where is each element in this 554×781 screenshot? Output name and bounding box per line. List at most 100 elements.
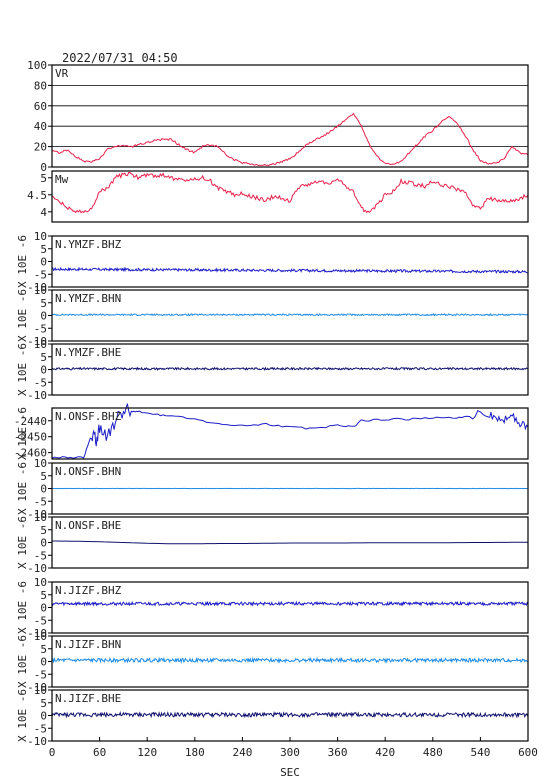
x-tick-label: 480: [423, 746, 443, 759]
y-unit-label: X 10E -6: [16, 581, 29, 634]
y-tick-label: -10: [27, 335, 47, 348]
series-line-n-onsf-bhz: [51, 403, 529, 459]
y-tick-label: 40: [34, 120, 47, 133]
panel-frame: [51, 581, 529, 634]
panel-title: N.YMZF.BHN: [55, 292, 121, 305]
series-line-n-ymzf-bhz: [51, 266, 528, 274]
panel-frame: [51, 64, 529, 168]
panel-title: N.JIZF.BHN: [55, 638, 121, 651]
y-unit-label: X 10E -6: [16, 516, 29, 569]
y-tick-label: 10: [34, 630, 47, 643]
y-tick-label: -10: [27, 681, 47, 694]
y-tick-label: 5: [40, 243, 47, 256]
panel-title: N.JIZF.BHZ: [55, 584, 122, 597]
y-tick-label: 0: [40, 256, 47, 269]
panel-frame: [51, 407, 529, 460]
y-tick-label: -5: [34, 722, 47, 735]
panel-title: N.JIZF.BHE: [55, 692, 121, 705]
x-tick-label: 180: [185, 746, 205, 759]
panel-n-onsf-bhz: -2440 -2450 -2460 N.ONSF.BHZ X 10E -6: [14, 403, 529, 460]
panel-mw: 4 4.5 5 Mw: [27, 170, 529, 223]
series-line-mw: [51, 172, 529, 214]
y-tick-label: -10: [27, 735, 47, 748]
panel-n-ymzf-bhz: -10-505 10 N.YMZF.BHZ X 10E -6: [16, 230, 529, 294]
series-line-n-jizf-bhe: [51, 710, 529, 719]
x-tick-label: 60: [93, 746, 106, 759]
panel-frame: [51, 462, 529, 515]
y-tick-label: 0: [40, 364, 47, 377]
y-tick-label: 5: [40, 470, 47, 483]
y-tick-label: 10: [34, 684, 47, 697]
y-tick-label: 5: [40, 697, 47, 710]
y-tick-label: 5: [40, 524, 47, 537]
panel-frame: [51, 235, 529, 288]
series-line-n-ymzf-bhe: [51, 366, 529, 371]
series-line-vr: [51, 112, 529, 167]
x-axis-label: SEC: [280, 766, 300, 779]
timestamp-header: 2022/07/31 04:50: [62, 51, 178, 65]
panel-frame: [51, 289, 529, 342]
y-tick-label: 0: [40, 537, 47, 550]
y-unit-label: X 10E -6: [16, 343, 29, 396]
y-tick-label: -5: [34, 549, 47, 562]
y-tick-label: 5: [40, 172, 47, 185]
y-tick-label: 20: [34, 141, 47, 154]
y-tick-label: -5: [34, 614, 47, 627]
panel-title: VR: [55, 67, 69, 80]
y-tick-label: 80: [34, 79, 47, 92]
y-tick-label: -5: [34, 668, 47, 681]
y-tick-label: 10: [34, 284, 47, 297]
y-unit-label: X 10E -6: [16, 235, 29, 288]
y-tick-label: 0: [40, 656, 47, 669]
panel-vr: 0 20 40 60 80 100 VR: [27, 59, 529, 174]
x-tick-label: 360: [328, 746, 348, 759]
panel-title: N.YMZF.BHZ: [55, 238, 122, 251]
y-tick-label: -2450: [14, 431, 47, 444]
y-tick-label: -5: [34, 322, 47, 335]
y-tick-label: -5: [34, 376, 47, 389]
series-line-n-ymzf-bhn: [51, 312, 529, 317]
y-tick-label: 0: [40, 602, 47, 615]
series-line-n-onsf-bhe: [52, 540, 529, 545]
y-tick-label: 5: [40, 351, 47, 364]
x-tick-label: 420: [375, 746, 395, 759]
y-unit-label: X 10E -6: [16, 635, 29, 688]
panel-frame: [51, 635, 529, 688]
y-tick-label: 0: [40, 161, 47, 174]
y-tick-label: 4.5: [27, 189, 47, 202]
y-tick-label: -2440: [14, 415, 47, 428]
x-tick-label: 600: [518, 746, 538, 759]
y-tick-label: -10: [27, 627, 47, 640]
panel-title: Mw: [55, 173, 69, 186]
y-tick-label: 10: [34, 511, 47, 524]
y-tick-label: 100: [27, 59, 47, 72]
panel-title: N.ONSF.BHZ: [55, 410, 122, 423]
y-tick-label: -10: [27, 281, 47, 294]
series-line-n-jizf-bhn: [51, 656, 529, 664]
y-tick-label: 60: [34, 100, 47, 113]
y-tick-label: -5: [34, 268, 47, 281]
y-tick-label: 0: [40, 710, 47, 723]
y-unit-label: X 10E -6: [16, 462, 29, 515]
y-tick-label: -5: [34, 495, 47, 508]
y-tick-label: 10: [34, 576, 47, 589]
y-tick-label: 10: [34, 338, 47, 351]
panel-frame: [51, 170, 529, 223]
y-tick-label: 0: [40, 483, 47, 496]
panel-frame: [51, 689, 529, 742]
panel-title: N.ONSF.BHE: [55, 519, 121, 532]
y-tick-label: 10: [34, 457, 47, 470]
y-tick-label: -2460: [14, 447, 47, 460]
y-unit-label: X 10E -6: [16, 689, 29, 742]
x-tick-label: 240: [232, 746, 252, 759]
x-tick-label: 300: [280, 746, 300, 759]
panel-frame: [51, 343, 529, 396]
x-tick-label: 0: [49, 746, 56, 759]
panel-title: N.ONSF.BHN: [55, 465, 121, 478]
